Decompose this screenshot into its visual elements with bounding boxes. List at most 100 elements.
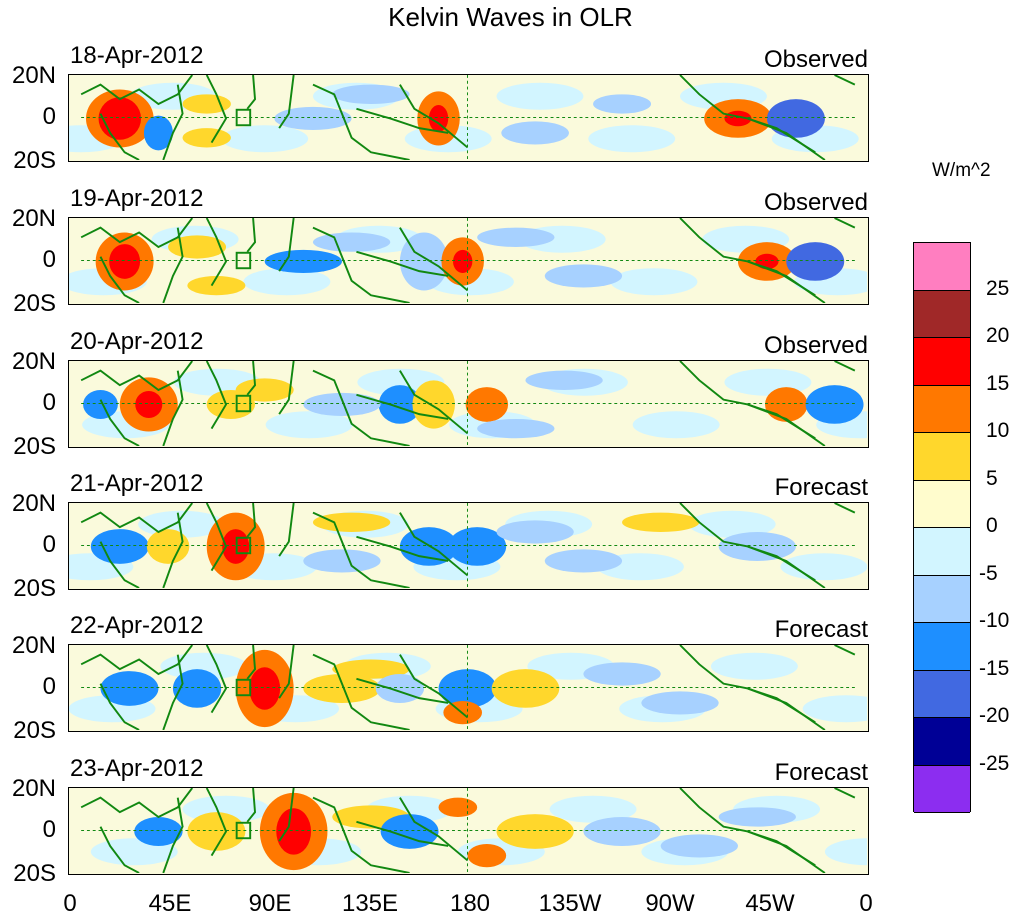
panel-date: 19-Apr-2012 xyxy=(70,185,204,212)
anomaly-contour xyxy=(134,816,183,846)
lon-tick-label: 90W xyxy=(645,890,695,917)
coastline xyxy=(278,361,295,415)
coastline xyxy=(399,227,469,292)
panel-date: 20-Apr-2012 xyxy=(70,328,204,355)
lat-tick-label: 0 xyxy=(42,816,56,843)
coastline xyxy=(312,653,410,730)
region-box xyxy=(235,394,252,413)
colorbar-swatch xyxy=(914,528,970,576)
panel-date: 18-Apr-2012 xyxy=(70,42,204,69)
anomaly-contour xyxy=(583,816,661,846)
coastline xyxy=(747,117,826,160)
colorbar-level-label: -10 xyxy=(979,609,1010,632)
coastline xyxy=(162,370,184,446)
lon-tick-label: 90E xyxy=(248,890,292,917)
coastline xyxy=(246,788,257,823)
anomaly-contour xyxy=(632,411,720,439)
coastline xyxy=(747,403,826,446)
anomaly-contour xyxy=(718,531,796,561)
anomaly-contour xyxy=(187,275,246,296)
anomaly-contour xyxy=(265,411,353,439)
coastline xyxy=(834,75,856,86)
anomaly-contour xyxy=(312,232,391,252)
coastline xyxy=(312,83,410,160)
coastline xyxy=(80,218,194,249)
lat-tick-label: 20N xyxy=(11,632,56,659)
coastline xyxy=(278,75,295,129)
anomaly-contour xyxy=(375,673,425,703)
colorbar-swatch xyxy=(914,290,970,338)
panel-date: 22-Apr-2012 xyxy=(70,612,204,639)
anomaly-contour xyxy=(83,389,118,419)
panel-kind: Forecast xyxy=(774,616,868,643)
colorbar-swatch xyxy=(914,765,970,813)
anomaly-contour xyxy=(378,385,422,424)
anomaly-contour xyxy=(805,385,864,424)
coastline xyxy=(312,796,410,873)
coastline xyxy=(205,503,228,572)
anomaly-contour xyxy=(766,99,825,138)
anomaly-contour xyxy=(525,370,603,390)
anomaly-contour xyxy=(467,844,507,868)
lat-tick-label: 20N xyxy=(11,62,56,89)
coastline xyxy=(834,645,856,656)
lat-tick-label: 0 xyxy=(42,246,56,273)
coastline xyxy=(80,503,194,534)
anomaly-contour xyxy=(332,659,410,679)
anomaly-contour xyxy=(428,104,449,132)
lat-tick-label: 20S xyxy=(13,575,56,602)
colorbar-level-label: -25 xyxy=(979,751,1010,775)
lon-tick-label: 45W xyxy=(745,890,795,917)
colorbar-swatch xyxy=(914,623,970,671)
anomaly-contour xyxy=(755,253,779,270)
lat-tick-label: 0 xyxy=(42,389,56,416)
coastline xyxy=(162,84,184,160)
olr-anomaly-map xyxy=(68,644,869,732)
anomaly-contour xyxy=(276,808,312,855)
map-panel: 22-Apr-2012 Forecast 20N 0 20S xyxy=(0,612,900,752)
lat-tick-label: 20N xyxy=(11,490,56,517)
anomaly-contour xyxy=(143,115,173,151)
coastline xyxy=(205,218,228,287)
coastline xyxy=(747,687,826,730)
anomaly-contour xyxy=(448,527,507,566)
anomaly-contour xyxy=(221,125,309,153)
olr-anomaly-map xyxy=(68,360,869,448)
olr-anomaly-map xyxy=(68,74,869,162)
anomaly-contour xyxy=(786,242,845,281)
anomaly-contour xyxy=(380,814,439,849)
anomaly-contour xyxy=(264,249,342,274)
coastline xyxy=(80,75,194,106)
colorbar-level-label: -5 xyxy=(979,561,998,585)
lon-tick-label: 135W xyxy=(538,890,602,917)
lat-tick-label: 20N xyxy=(11,205,56,232)
colorbar-swatch xyxy=(914,575,970,623)
colorbar-swatch xyxy=(914,718,970,766)
coastline xyxy=(356,677,449,704)
coastline xyxy=(246,218,257,253)
coastline xyxy=(312,369,410,446)
coastline xyxy=(99,826,140,873)
coastline xyxy=(278,503,295,557)
lat-tick-label: 20S xyxy=(13,147,56,174)
anomaly-contour xyxy=(641,691,719,715)
anomaly-contour xyxy=(544,264,623,288)
coastline xyxy=(747,830,826,873)
anomaly-contour xyxy=(501,121,569,145)
anomaly-contour xyxy=(622,512,700,532)
coastline xyxy=(246,361,257,396)
colorbar-level-label: 20 xyxy=(986,324,1010,347)
colorbar-units: W/m^2 xyxy=(932,160,991,181)
map-panel: 18-Apr-2012 Observed 20N 0 20S xyxy=(0,42,900,182)
colorbar-swatch xyxy=(914,670,970,718)
olr-anomaly-map xyxy=(68,502,869,590)
lat-tick-label: 0 xyxy=(42,673,56,700)
anomaly-contour xyxy=(438,669,497,708)
lon-tick-label: 0 xyxy=(859,890,873,917)
anomaly-contour xyxy=(588,125,676,153)
anomaly-contour xyxy=(610,268,698,296)
anomaly-contour xyxy=(249,667,281,710)
coastline xyxy=(162,797,184,873)
coastline xyxy=(399,654,469,719)
colorbar-swatch xyxy=(914,338,970,386)
